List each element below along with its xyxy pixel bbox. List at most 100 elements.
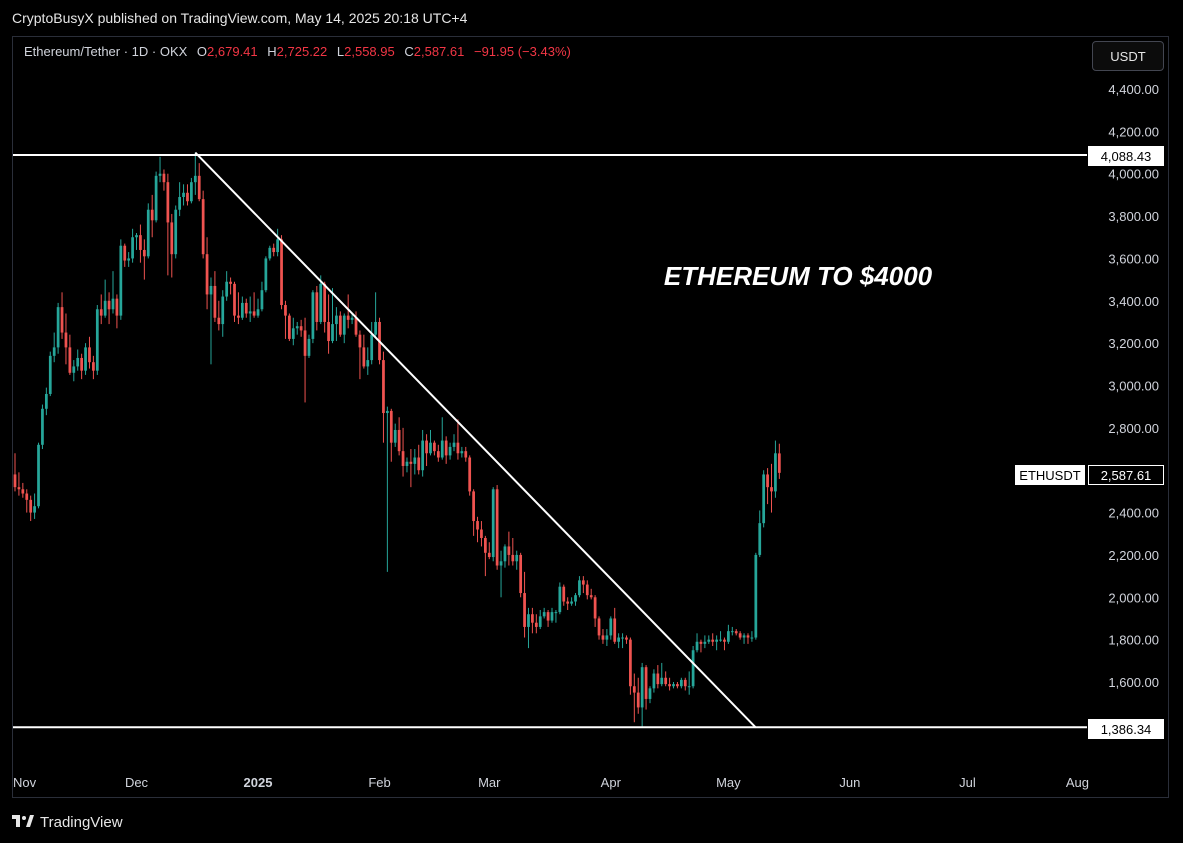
symbol-name[interactable]: Ethereum/Tether · 1D · OKX [24, 44, 188, 59]
candle [413, 449, 417, 475]
candle [370, 321, 374, 365]
candle-body [566, 601, 570, 604]
candle-body [146, 209, 150, 257]
candle [150, 194, 154, 238]
candle [135, 233, 138, 250]
candle-body [413, 457, 417, 464]
candle [511, 537, 515, 566]
candle [362, 334, 366, 369]
descending-trendline[interactable] [194, 151, 757, 729]
candle [166, 173, 170, 276]
close-label: C [404, 44, 414, 59]
symbol-tag: ETHUSDT [1015, 465, 1085, 485]
candle-body [48, 355, 52, 394]
candle [632, 673, 636, 723]
candle-body [64, 332, 68, 348]
candle [111, 271, 115, 314]
candle [256, 298, 260, 318]
candle [668, 677, 671, 691]
candle [29, 495, 33, 522]
low-label: L [336, 44, 345, 59]
candle-body [562, 586, 566, 602]
candle-body [354, 317, 358, 335]
price-tick-label: 3,400.00 [1108, 294, 1159, 309]
candle-body [170, 222, 174, 255]
candle [664, 671, 668, 687]
candle [605, 629, 609, 646]
candle-body [221, 296, 225, 325]
candle-body [632, 686, 636, 693]
tradingview-footer[interactable]: TradingView [12, 810, 123, 834]
candle-body [523, 593, 526, 627]
time-tick-label: Aug [1066, 775, 1089, 790]
candle-body [738, 633, 742, 638]
price-axis[interactable]: 1,600.00 1,800.00 2,000.00 2,200.00 2,400.00… [1108, 82, 1159, 690]
candle-body [131, 237, 134, 259]
candle [186, 184, 189, 206]
candle-body [734, 631, 738, 634]
candle [507, 531, 511, 566]
candle-body [99, 309, 103, 316]
price-tick-label: 2,800.00 [1108, 421, 1159, 436]
candle [476, 516, 479, 543]
candle-body [762, 474, 766, 524]
candle [280, 235, 283, 310]
candle [248, 296, 252, 322]
price-tick-label: 3,600.00 [1108, 251, 1159, 266]
candle [703, 635, 707, 649]
candle [456, 419, 460, 460]
currency-button[interactable]: USDT [1092, 41, 1164, 71]
candle [264, 256, 268, 293]
candle-body [76, 357, 80, 367]
candle-body [581, 580, 585, 585]
candle [56, 302, 60, 354]
candle [719, 631, 722, 642]
candle-body [311, 292, 315, 339]
time-tick-label: Nov [13, 775, 37, 790]
candle [303, 317, 307, 403]
candle [770, 463, 773, 513]
candle [421, 429, 425, 477]
candle [480, 521, 483, 547]
candle [597, 616, 601, 640]
time-axis[interactable]: Nov Dec 2025 Feb Mar Apr May Jun Jul Aug [13, 775, 1089, 790]
candle-body [480, 529, 483, 538]
candle-body [25, 493, 29, 500]
candle [593, 595, 597, 627]
candle-body [174, 209, 178, 255]
candle-body [770, 487, 773, 492]
candle [691, 645, 695, 689]
candle [707, 635, 711, 644]
time-tick-label: Mar [478, 775, 501, 790]
candle [84, 343, 87, 375]
candle-body [303, 330, 307, 356]
candle-body [468, 457, 472, 492]
candle [127, 252, 131, 267]
candle [350, 313, 354, 325]
candle-body [115, 298, 119, 316]
candle-body [88, 347, 91, 363]
candle-body [542, 612, 546, 617]
candle-body [421, 440, 425, 471]
candle-body [703, 641, 707, 644]
candle-body [197, 175, 201, 200]
candle [652, 669, 656, 693]
candle [397, 417, 401, 456]
candle [417, 444, 421, 475]
candle-body [205, 254, 209, 295]
candle-body [444, 440, 448, 456]
drawing-lines[interactable] [13, 151, 1087, 729]
candle-body [621, 637, 624, 639]
candle [295, 321, 299, 335]
candle-body [193, 175, 197, 183]
tradingview-logo-icon [12, 815, 34, 827]
candle [758, 510, 762, 558]
last-price-label: 2,587.61 [1100, 467, 1152, 483]
level-low-price-label: 1,386.34 [1100, 721, 1152, 737]
candle-body [154, 175, 158, 221]
symbol-legend[interactable]: Ethereum/Tether · 1D · OKX O2,679.41 H2,… [24, 44, 571, 59]
candle-body [707, 639, 711, 642]
candle-body [111, 298, 115, 310]
candle-body [350, 317, 354, 320]
